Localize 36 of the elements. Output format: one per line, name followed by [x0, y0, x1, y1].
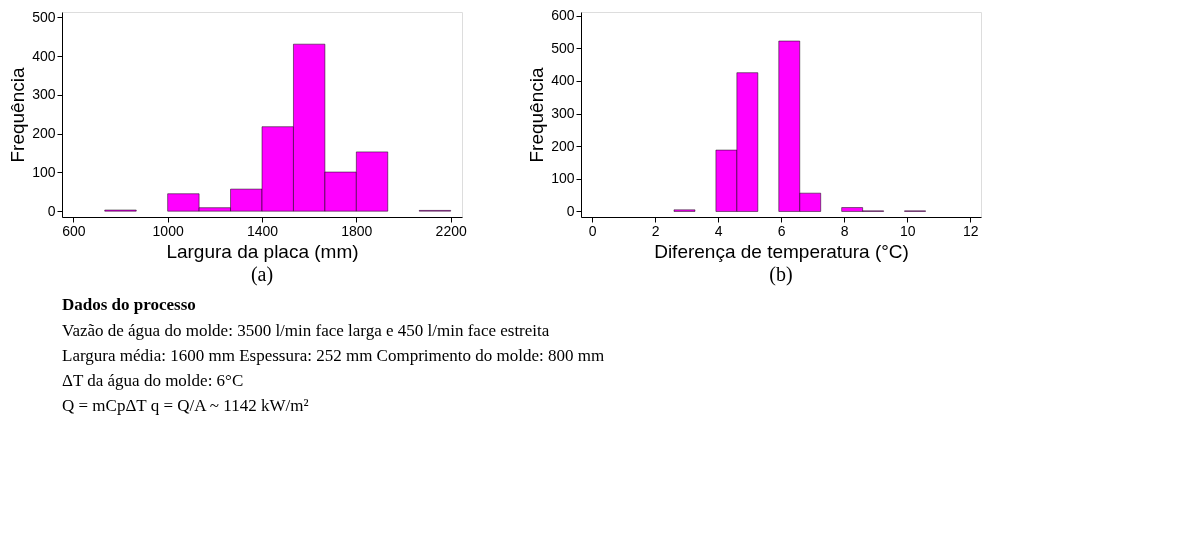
y-tick-label: 0 — [47, 202, 56, 219]
text: Q = mCpΔT q = Q/A ~ 1142 kW/m² — [62, 395, 309, 415]
y-axis-title: Frequência — [7, 67, 29, 163]
y-tick-label: 500 — [32, 8, 56, 25]
y-tick-label: 100 — [551, 170, 575, 187]
text: Dados do processo — [62, 295, 196, 314]
y-tick-label: 0 — [566, 202, 575, 219]
y-tick-label: 600 — [551, 7, 575, 24]
y-tick-label: 500 — [551, 39, 575, 56]
x-tick-label: 10 — [899, 222, 916, 239]
x-tick-label: 8 — [840, 222, 849, 239]
y-tick-label: 400 — [551, 72, 575, 89]
y-tick-label: 200 — [32, 125, 56, 142]
y-tick-label: 300 — [32, 86, 56, 103]
x-tick-label: 1400 — [246, 222, 279, 239]
text: (b) — [769, 263, 793, 286]
x-tick-label: 2200 — [435, 222, 467, 239]
x-tick-label: 0 — [588, 222, 597, 239]
y-tick-label: 400 — [32, 47, 56, 64]
text: Vazão de água do molde: 3500 l/min face larga e 450 l/min face estreita — [62, 320, 550, 340]
x-tick-label: 600 — [62, 222, 86, 239]
x-tick-label: 4 — [714, 222, 723, 239]
x-tick-label: 12 — [962, 222, 979, 239]
y-tick-label: 300 — [551, 105, 575, 122]
text: ΔT da água do molde: 6°C — [62, 370, 244, 390]
y-tick-label: 100 — [32, 163, 56, 180]
y-tick-label: 200 — [551, 137, 575, 154]
x-tick-label: 2 — [651, 222, 660, 239]
x-tick-label: 1000 — [152, 222, 184, 239]
x-axis-title: Diferença de temperatura (°C) — [654, 240, 909, 262]
text: Largura média: 1600 mm Espessura: 252 mm Comprimento do molde: 800 mm — [62, 345, 605, 365]
y-axis-title: Frequência — [526, 67, 548, 163]
x-axis-title: Largura da placa (mm) — [166, 240, 359, 262]
x-tick-label: 1800 — [341, 222, 373, 239]
text: (a) — [250, 263, 274, 286]
x-tick-label: 6 — [777, 222, 786, 239]
